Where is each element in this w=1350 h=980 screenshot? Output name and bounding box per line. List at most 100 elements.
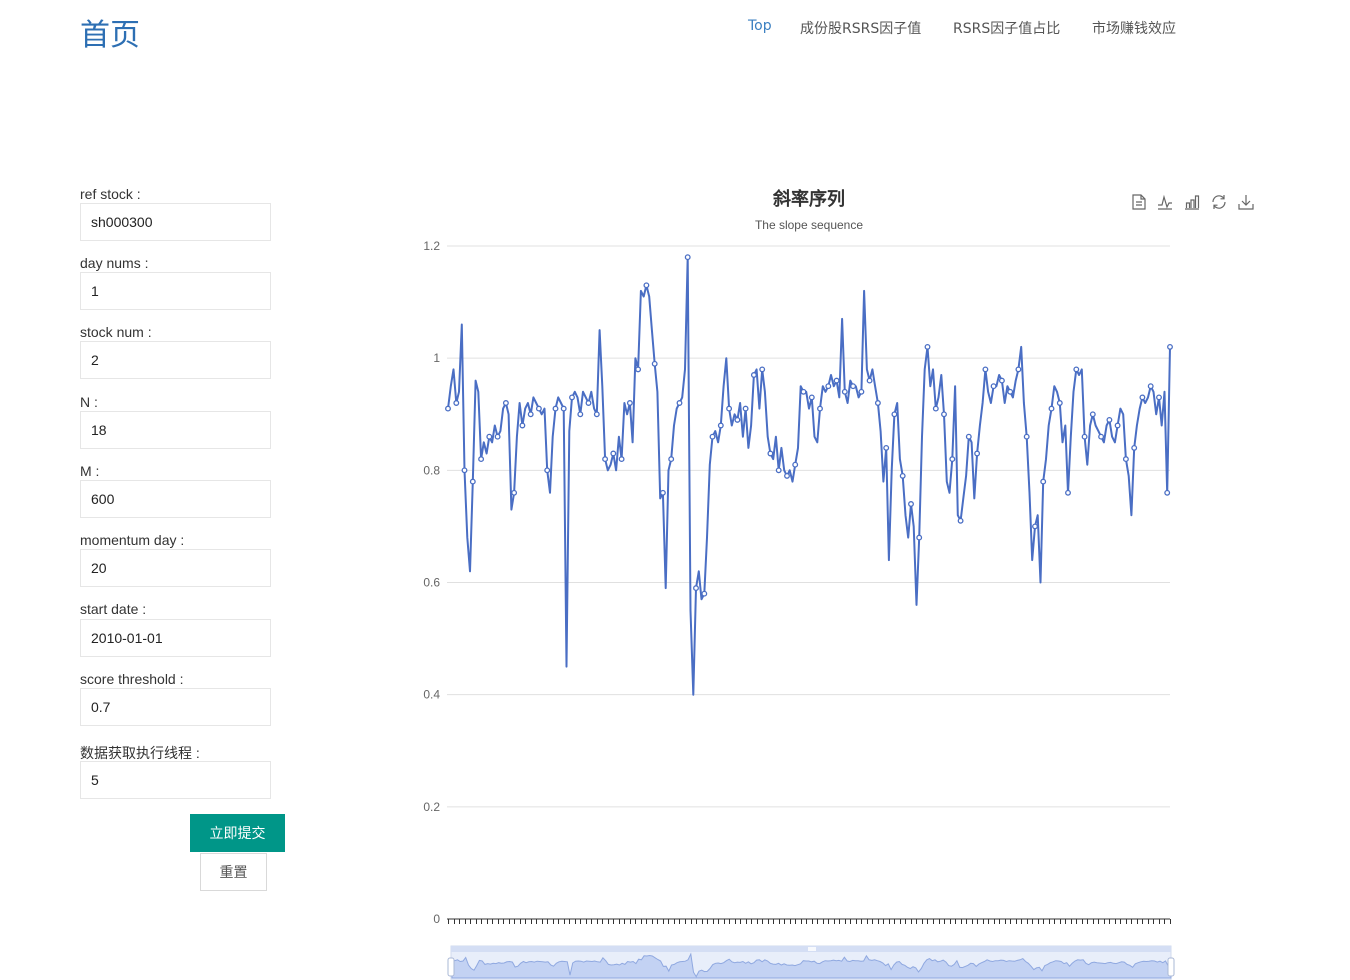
data-point	[1131, 444, 1138, 451]
data-point	[1139, 394, 1146, 401]
data-point	[883, 444, 890, 451]
data-point	[626, 400, 633, 406]
score-threshold-label: score threshold :	[80, 671, 184, 687]
data-point	[808, 394, 815, 401]
stock-num-input[interactable]	[80, 341, 271, 379]
data-point	[998, 377, 1005, 384]
data-point	[1167, 343, 1173, 350]
data-point	[924, 343, 931, 350]
data-point	[659, 489, 666, 496]
data-point	[717, 422, 724, 429]
data-point	[784, 472, 790, 479]
thread-count-input[interactable]	[80, 761, 271, 799]
restore-icon[interactable]	[1211, 194, 1227, 210]
data-point	[486, 433, 493, 440]
data-point	[908, 501, 914, 507]
datazoom-right-handle[interactable]	[1167, 957, 1175, 977]
data-point	[668, 456, 675, 463]
data-point	[1023, 433, 1030, 440]
data-point	[982, 366, 989, 373]
score-threshold-input[interactable]	[80, 688, 271, 726]
data-point	[544, 467, 551, 474]
thread-count-label: 数据获取执行线程 :	[80, 745, 200, 761]
y-tick-label: 0.6	[423, 576, 440, 590]
nav-link-rsrs-ratio[interactable]: RSRS因子值占比	[953, 21, 1061, 37]
series-line	[447, 256, 1171, 696]
chart-grid	[447, 245, 1170, 808]
data-point	[899, 472, 906, 479]
data-point	[643, 282, 650, 289]
data-point	[519, 422, 526, 429]
m-label: M :	[80, 463, 100, 479]
data-point	[1164, 489, 1171, 496]
m-input[interactable]	[80, 480, 271, 518]
data-point	[1065, 489, 1071, 496]
data-point	[800, 388, 807, 395]
day-nums-input[interactable]	[80, 272, 271, 310]
data-point	[866, 377, 873, 384]
bar-chart-icon[interactable]	[1184, 194, 1200, 210]
data-point	[618, 456, 625, 463]
data-point	[767, 450, 774, 457]
nav-link-top[interactable]: Top	[748, 18, 772, 34]
data-point	[949, 456, 956, 463]
data-point	[676, 400, 683, 406]
start-date-input[interactable]	[80, 619, 271, 657]
data-point	[602, 456, 609, 463]
nav-link-market-profit[interactable]: 市场赚钱效应	[1092, 21, 1176, 37]
data-point	[841, 388, 848, 395]
y-tick-label: 0.2	[423, 800, 440, 814]
data-point	[775, 467, 782, 474]
submit-button[interactable]: 立即提交	[190, 814, 285, 852]
data-point	[535, 405, 542, 412]
y-tick-label: 1	[433, 351, 440, 365]
nav-link-constituent-rsrs[interactable]: 成份股RSRS因子值	[800, 21, 922, 37]
data-point	[1007, 388, 1014, 395]
data-point	[932, 405, 939, 412]
data-point	[502, 400, 509, 406]
data-point	[585, 400, 592, 406]
chart-title: 斜率序列	[772, 188, 845, 210]
data-point	[833, 377, 840, 384]
data-point	[1089, 411, 1096, 418]
datazoom-slider[interactable]	[447, 945, 1175, 980]
momentum-day-input[interactable]	[80, 549, 271, 587]
data-point	[759, 366, 766, 373]
data-point	[610, 450, 617, 457]
datazoom-grip[interactable]	[808, 947, 816, 951]
data-point	[1081, 433, 1088, 440]
top-nav: Top 成份股RSRS因子值 RSRS因子值占比 市场赚钱效应	[0, 18, 1350, 42]
data-point	[974, 450, 981, 457]
data-point	[453, 400, 460, 406]
chart-subtitle: The slope sequence	[755, 218, 863, 232]
reset-button[interactable]: 重置	[200, 853, 267, 891]
ref-stock-input[interactable]	[80, 203, 271, 241]
data-point	[693, 585, 699, 592]
params-form: ref stock : day nums : stock num : N : M…	[80, 0, 340, 980]
data-point	[1106, 416, 1113, 423]
data-point	[651, 360, 658, 367]
save-image-icon[interactable]	[1238, 194, 1254, 210]
line-chart-icon[interactable]	[1157, 194, 1173, 210]
data-point	[1098, 433, 1105, 440]
data-point	[734, 416, 741, 423]
data-point	[1056, 400, 1063, 406]
start-date-label: start date :	[80, 601, 147, 617]
data-point	[750, 372, 757, 378]
n-input[interactable]	[80, 411, 271, 449]
data-point	[709, 433, 716, 440]
datazoom-left-handle[interactable]	[447, 957, 455, 977]
data-point	[1156, 394, 1162, 401]
data-point	[1015, 366, 1022, 373]
data-point	[1048, 405, 1055, 412]
data-point	[825, 383, 832, 390]
data-point	[1040, 478, 1047, 485]
data-view-icon[interactable]	[1131, 194, 1147, 210]
data-point	[957, 517, 964, 524]
stock-num-label: stock num :	[80, 324, 152, 340]
data-point	[494, 433, 501, 440]
data-point	[965, 433, 972, 440]
x-axis	[447, 918, 1171, 924]
series-points	[445, 254, 1173, 597]
